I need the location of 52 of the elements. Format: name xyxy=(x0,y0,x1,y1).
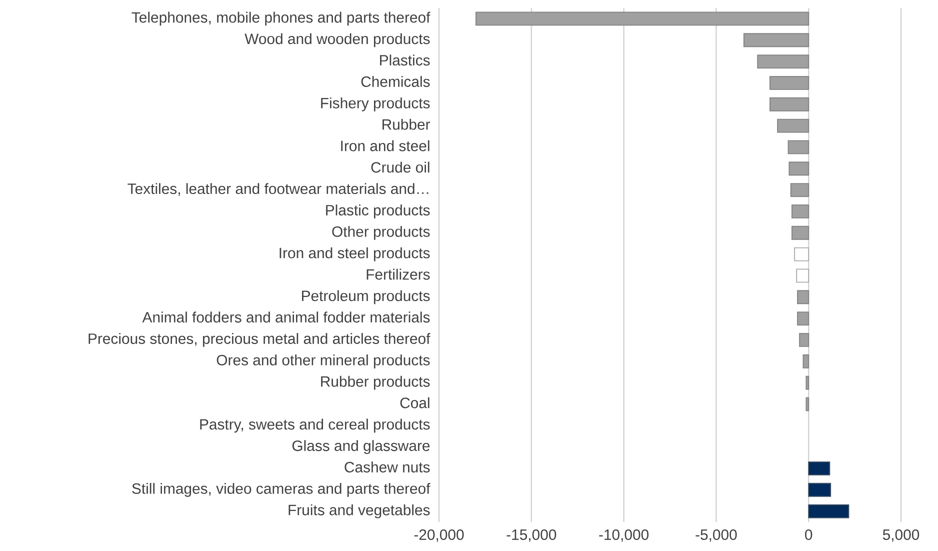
y-tick-label: Animal fodders and animal fodder materials xyxy=(142,312,430,323)
x-tick-label: -20,000 xyxy=(414,529,464,542)
y-tick-label: Rubber products xyxy=(321,376,430,390)
bar xyxy=(770,97,810,112)
x-tick-label: -10,000 xyxy=(599,529,649,542)
y-tick-label: Textiles, leather and footwear materials and… xyxy=(128,183,428,196)
y-tick-label: Petroleum products xyxy=(302,290,430,304)
x-tick-label: -15,000 xyxy=(506,529,556,542)
bar xyxy=(797,312,810,326)
bar xyxy=(770,76,810,90)
y-tick-label: Iron and steel products xyxy=(280,247,430,262)
y-tick-label: Telephones, mobile phones and parts thereof xyxy=(132,12,430,26)
y-tick-label: Cashew nuts xyxy=(344,462,430,472)
y-tick-label: Plastics xyxy=(380,54,430,66)
y-tick-label: Ores and other mineral products xyxy=(216,354,430,368)
y-tick-label: Chemicals xyxy=(361,76,430,87)
x-tick-label: -5,000 xyxy=(696,529,737,542)
y-tick-label: Fertilizers xyxy=(366,268,430,280)
bar xyxy=(796,268,810,283)
y-tick-label: Coal xyxy=(400,397,430,408)
bar xyxy=(808,504,850,518)
y-tick-label: Plastic products xyxy=(326,204,430,218)
y-tick-label: Crude oil xyxy=(371,162,430,173)
y-tick-label: Iron and steel xyxy=(341,140,430,152)
bar xyxy=(799,332,810,347)
x-tick-label: 0 xyxy=(805,529,812,540)
bar xyxy=(797,290,810,304)
bar xyxy=(806,397,810,412)
y-tick-label: Other products xyxy=(332,226,430,240)
y-tick-label: Fishery products xyxy=(321,97,430,112)
y-tick-label: Glass and glassware xyxy=(292,440,430,454)
y-tick-label: Still images, video cameras and parts thereof xyxy=(132,482,430,497)
x-tick-label: 5,000 xyxy=(882,529,920,542)
bar xyxy=(475,12,810,26)
bar xyxy=(743,33,810,48)
y-tick-label: Fruits and vegetables xyxy=(288,504,430,518)
bar xyxy=(808,461,830,476)
bar xyxy=(808,482,832,497)
bar xyxy=(791,226,810,240)
bar xyxy=(806,376,810,390)
bar xyxy=(777,118,810,133)
bar xyxy=(790,183,810,198)
bar xyxy=(788,140,810,154)
bar xyxy=(788,162,810,176)
y-tick-label: Wood and wooden products xyxy=(244,33,430,48)
y-tick-label: Pastry, sweets and cereal products xyxy=(200,418,430,433)
bar xyxy=(791,204,810,218)
bar xyxy=(794,247,810,262)
bar xyxy=(757,54,810,69)
bar xyxy=(802,354,810,368)
y-tick-label: Precious stones, precious metal and articles thereof xyxy=(88,333,430,347)
y-tick-label: Rubber xyxy=(382,118,430,130)
